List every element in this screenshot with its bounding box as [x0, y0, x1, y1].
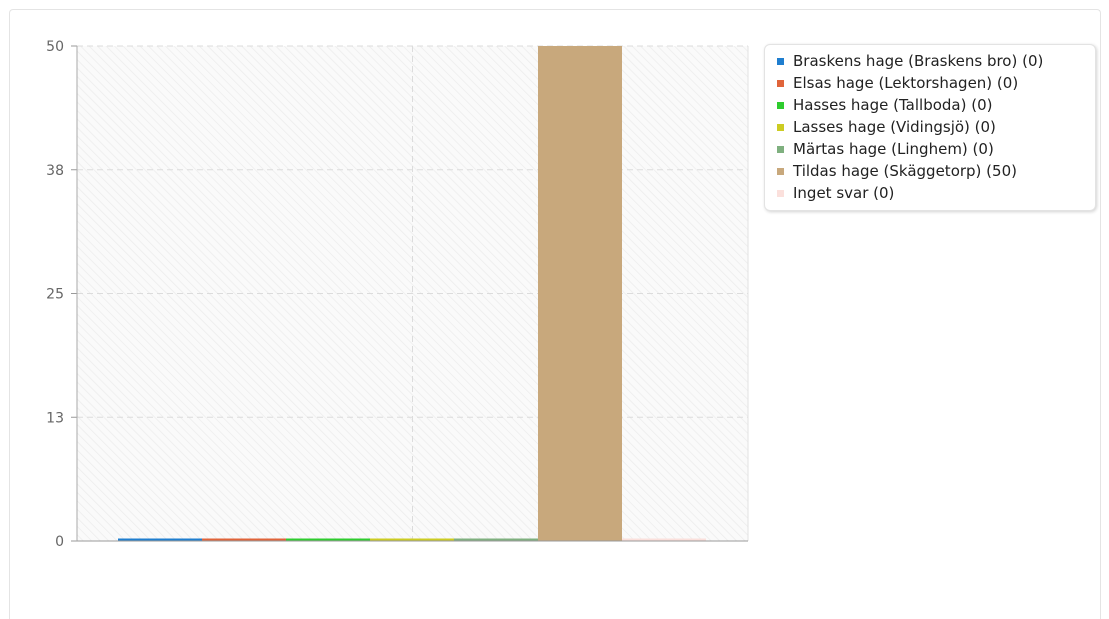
y-tick-label: 13 — [46, 410, 64, 426]
axes — [71, 45, 748, 542]
legend-item[interactable]: Inget svar (0) — [777, 182, 1087, 204]
legend: Braskens hage (Braskens bro) (0) Elsas ha… — [764, 44, 1096, 211]
legend-label: Inget svar (0) — [793, 184, 895, 202]
y-tick-labels: 0 13 25 38 50 — [46, 39, 64, 550]
y-tick-label: 50 — [46, 39, 64, 55]
y-tick-label: 38 — [46, 163, 64, 179]
legend-item[interactable]: Braskens hage (Braskens bro) (0) — [777, 50, 1087, 72]
bar[interactable] — [454, 538, 538, 542]
legend-swatch — [777, 102, 784, 109]
bar[interactable] — [202, 538, 286, 542]
bar[interactable] — [118, 538, 202, 542]
bars — [118, 46, 706, 541]
legend-item[interactable]: Lasses hage (Vidingsjö) (0) — [777, 116, 1087, 138]
legend-swatch — [777, 58, 784, 65]
y-tick-label: 25 — [46, 287, 64, 303]
grid-lines — [77, 45, 749, 541]
legend-item[interactable]: Hasses hage (Tallboda) (0) — [777, 94, 1087, 116]
legend-swatch — [777, 80, 784, 87]
bar[interactable] — [370, 538, 454, 542]
legend-label: Märtas hage (Linghem) (0) — [793, 140, 994, 158]
y-tick-label: 0 — [55, 534, 64, 550]
legend-label: Hasses hage (Tallboda) (0) — [793, 96, 993, 114]
bar[interactable] — [286, 538, 370, 542]
legend-label: Lasses hage (Vidingsjö) (0) — [793, 118, 996, 136]
legend-swatch — [777, 124, 784, 131]
legend-swatch — [777, 168, 784, 175]
legend-item[interactable]: Elsas hage (Lektorshagen) (0) — [777, 72, 1087, 94]
legend-item[interactable]: Märtas hage (Linghem) (0) — [777, 138, 1087, 160]
legend-label: Tildas hage (Skäggetorp) (50) — [793, 162, 1017, 180]
legend-swatch — [777, 190, 784, 197]
legend-item[interactable]: Tildas hage (Skäggetorp) (50) — [777, 160, 1087, 182]
legend-label: Elsas hage (Lektorshagen) (0) — [793, 74, 1019, 92]
bar[interactable] — [538, 46, 622, 541]
legend-swatch — [777, 146, 784, 153]
legend-label: Braskens hage (Braskens bro) (0) — [793, 52, 1044, 70]
bar[interactable] — [622, 538, 706, 542]
